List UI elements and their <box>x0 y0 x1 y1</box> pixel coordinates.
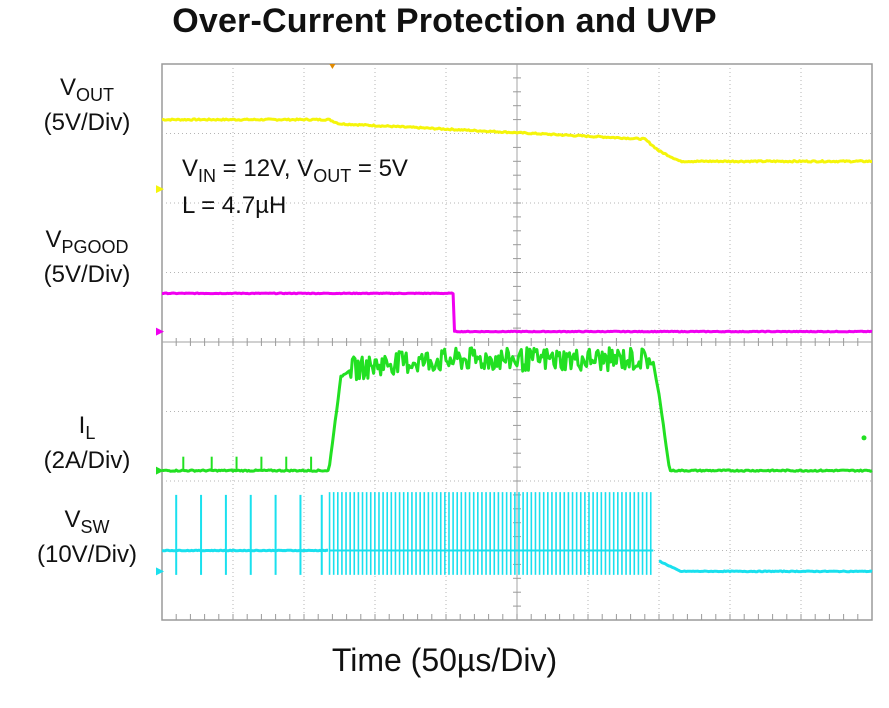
vout-symbol: V <box>59 74 76 101</box>
vin-symbol: V <box>182 155 199 182</box>
channel-traces <box>161 117 873 575</box>
vpgood-trace <box>161 291 873 334</box>
il-trace <box>161 346 873 473</box>
vout-trace <box>161 117 873 164</box>
vsw-scale: (10V/Div) <box>36 541 138 568</box>
vout-ann-symbol: V <box>297 155 314 182</box>
vpgood-symbol: V <box>45 226 62 253</box>
vsw-subscript: SW <box>80 517 110 537</box>
vout-ground-marker <box>156 185 164 194</box>
il-channel-label: IL (2A/Div) <box>26 412 148 475</box>
vsw-trace <box>161 548 329 553</box>
annotation-line-2: L = 4.7µH <box>182 192 287 219</box>
il-scale: (2A/Div) <box>43 447 131 474</box>
vsw-ground-marker <box>156 567 164 576</box>
vout-channel-label: VOUT (5V/Div) <box>26 74 148 137</box>
trigger-position-marker <box>329 64 336 69</box>
vpgood-scale: (5V/Div) <box>43 261 131 288</box>
vout-subscript: OUT <box>76 85 114 105</box>
vin-subscript: IN <box>198 166 217 186</box>
vout-scale: (5V/Div) <box>43 109 131 136</box>
annotation-line-1: VIN = 12V, VOUT = 5V <box>182 154 408 191</box>
il-ground-marker <box>156 466 164 475</box>
vin-value: = 12V, <box>216 155 298 182</box>
il-symbol: I <box>78 412 86 439</box>
test-conditions-annotation: VIN = 12V, VOUT = 5V L = 4.7µH <box>182 154 408 221</box>
vsw-channel-label: VSW (10V/Div) <box>14 506 160 569</box>
vout-ann-value: = 5V <box>351 155 408 182</box>
vsw-trace-after <box>658 559 873 574</box>
x-axis-label: Time (50µs/Div) <box>331 642 558 678</box>
chart-title: Over-Current Protection and UVP <box>172 2 717 40</box>
vpgood-ground-marker <box>156 327 164 336</box>
vpgood-subscript: PGOOD <box>61 237 129 257</box>
vpgood-channel-label: VPGOOD (5V/Div) <box>14 226 160 289</box>
vout-ann-subscript: OUT <box>313 166 352 186</box>
il-subscript: L <box>85 423 96 443</box>
vsw-symbol: V <box>64 506 81 533</box>
channel-ground-markers <box>156 185 867 576</box>
il-offscale-marker <box>861 435 867 441</box>
graticule <box>161 63 873 621</box>
